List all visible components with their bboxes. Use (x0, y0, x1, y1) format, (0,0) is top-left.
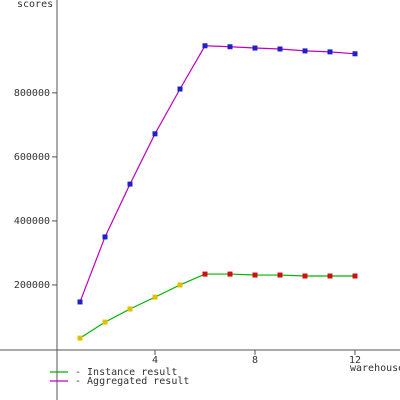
marker (352, 51, 358, 57)
x-tick-label: 4 (152, 355, 158, 366)
marker (127, 306, 133, 312)
marker (102, 234, 108, 240)
marker (327, 49, 333, 55)
marker (352, 273, 358, 279)
marker (252, 272, 258, 278)
y-tick-label: 600000 (14, 152, 50, 163)
x-tick-label: 12 (349, 355, 361, 366)
marker (302, 273, 308, 279)
marker (152, 294, 158, 300)
marker (177, 86, 183, 92)
marker (77, 335, 83, 341)
series-line (79, 45, 356, 303)
legend-label: - Aggregated result (75, 376, 189, 387)
marker (77, 299, 83, 305)
marker (252, 45, 258, 51)
y-axis-label: scores (17, 0, 53, 10)
marker (127, 181, 133, 187)
y-tick-label: 400000 (14, 216, 50, 227)
legend-label: - Instance result (75, 367, 177, 378)
series-line (79, 273, 355, 339)
marker (277, 272, 283, 278)
x-axis-label: warehouses (350, 363, 400, 374)
x-tick-label: 8 (252, 355, 258, 366)
marker (152, 131, 158, 137)
marker (227, 271, 233, 277)
marker (327, 273, 333, 279)
marker (102, 319, 108, 325)
y-tick-label: 200000 (14, 280, 50, 291)
marker (202, 43, 208, 49)
y-tick-label: 800000 (14, 88, 50, 99)
marker (277, 46, 283, 52)
marker (177, 282, 183, 288)
marker (202, 271, 208, 277)
marker (302, 48, 308, 54)
marker (227, 44, 233, 50)
